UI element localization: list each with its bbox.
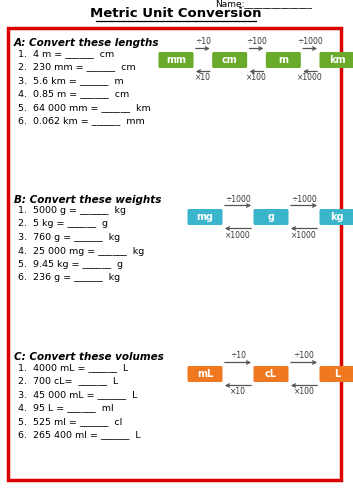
Text: 6.  0.062 km = ______  mm: 6. 0.062 km = ______ mm (18, 116, 145, 126)
Text: kg: kg (330, 212, 344, 222)
Text: ×100: ×100 (246, 74, 267, 82)
Text: km: km (329, 55, 345, 65)
Text: C: Convert these volumes: C: Convert these volumes (14, 352, 164, 362)
Text: 5.  9.45 kg = ______  g: 5. 9.45 kg = ______ g (18, 260, 123, 269)
FancyBboxPatch shape (319, 209, 353, 225)
FancyBboxPatch shape (212, 52, 247, 68)
Text: Metric Unit Conversion: Metric Unit Conversion (90, 7, 262, 20)
Text: 1.  4 m = ______  cm: 1. 4 m = ______ cm (18, 49, 114, 58)
Text: 2.  5 kg = ______  g: 2. 5 kg = ______ g (18, 220, 108, 228)
Text: ÷100: ÷100 (294, 352, 315, 360)
Text: ÷10: ÷10 (230, 352, 246, 360)
Text: 5.  64 000 mm = ______  km: 5. 64 000 mm = ______ km (18, 103, 151, 112)
Text: Name:_______________: Name:_______________ (215, 0, 312, 8)
Text: B: Convert these weights: B: Convert these weights (14, 195, 161, 205)
Text: 6.  236 g = ______  kg: 6. 236 g = ______ kg (18, 274, 120, 282)
Text: ×1000: ×1000 (225, 230, 251, 239)
Text: ×1000: ×1000 (291, 230, 317, 239)
FancyBboxPatch shape (253, 209, 288, 225)
Text: ÷1000: ÷1000 (291, 194, 317, 203)
Text: ×100: ×100 (294, 388, 315, 396)
FancyBboxPatch shape (319, 366, 353, 382)
Text: ÷100: ÷100 (246, 38, 267, 46)
Text: ÷1000: ÷1000 (225, 194, 251, 203)
Text: 4.  95 L = ______  ml: 4. 95 L = ______ ml (18, 404, 114, 412)
Text: 4.  0.85 m = ______  cm: 4. 0.85 m = ______ cm (18, 90, 129, 98)
Text: ÷10: ÷10 (195, 38, 211, 46)
Text: 1.  5000 g = ______  kg: 1. 5000 g = ______ kg (18, 206, 126, 215)
Text: A: Convert these lengths: A: Convert these lengths (14, 38, 160, 48)
FancyBboxPatch shape (187, 366, 222, 382)
FancyBboxPatch shape (266, 52, 301, 68)
FancyBboxPatch shape (8, 28, 341, 480)
Text: 6.  265 400 ml = ______  L: 6. 265 400 ml = ______ L (18, 430, 140, 440)
Text: cL: cL (265, 369, 277, 379)
Text: ×10: ×10 (195, 74, 211, 82)
Text: mL: mL (197, 369, 213, 379)
Text: L: L (334, 369, 340, 379)
Text: 2.  700 cL=  ______  L: 2. 700 cL= ______ L (18, 376, 118, 386)
Text: 3.  45 000 mL = ______  L: 3. 45 000 mL = ______ L (18, 390, 137, 399)
FancyBboxPatch shape (158, 52, 193, 68)
Text: 4.  25 000 mg = ______  kg: 4. 25 000 mg = ______ kg (18, 246, 144, 256)
FancyBboxPatch shape (253, 366, 288, 382)
Text: mg: mg (197, 212, 214, 222)
Text: ÷1000: ÷1000 (297, 38, 323, 46)
Text: 2.  230 mm = ______  cm: 2. 230 mm = ______ cm (18, 62, 136, 72)
FancyBboxPatch shape (319, 52, 353, 68)
Text: ×10: ×10 (230, 388, 246, 396)
Text: g: g (268, 212, 275, 222)
Text: 5.  525 ml = ______  cl: 5. 525 ml = ______ cl (18, 417, 122, 426)
Text: 1.  4000 mL = ______  L: 1. 4000 mL = ______ L (18, 363, 128, 372)
Text: 3.  5.6 km = ______  m: 3. 5.6 km = ______ m (18, 76, 124, 85)
Text: ×1000: ×1000 (297, 74, 323, 82)
FancyBboxPatch shape (187, 209, 222, 225)
Text: 3.  760 g = ______  kg: 3. 760 g = ______ kg (18, 233, 120, 242)
Text: m: m (278, 55, 288, 65)
Text: cm: cm (222, 55, 238, 65)
Text: mm: mm (166, 55, 186, 65)
